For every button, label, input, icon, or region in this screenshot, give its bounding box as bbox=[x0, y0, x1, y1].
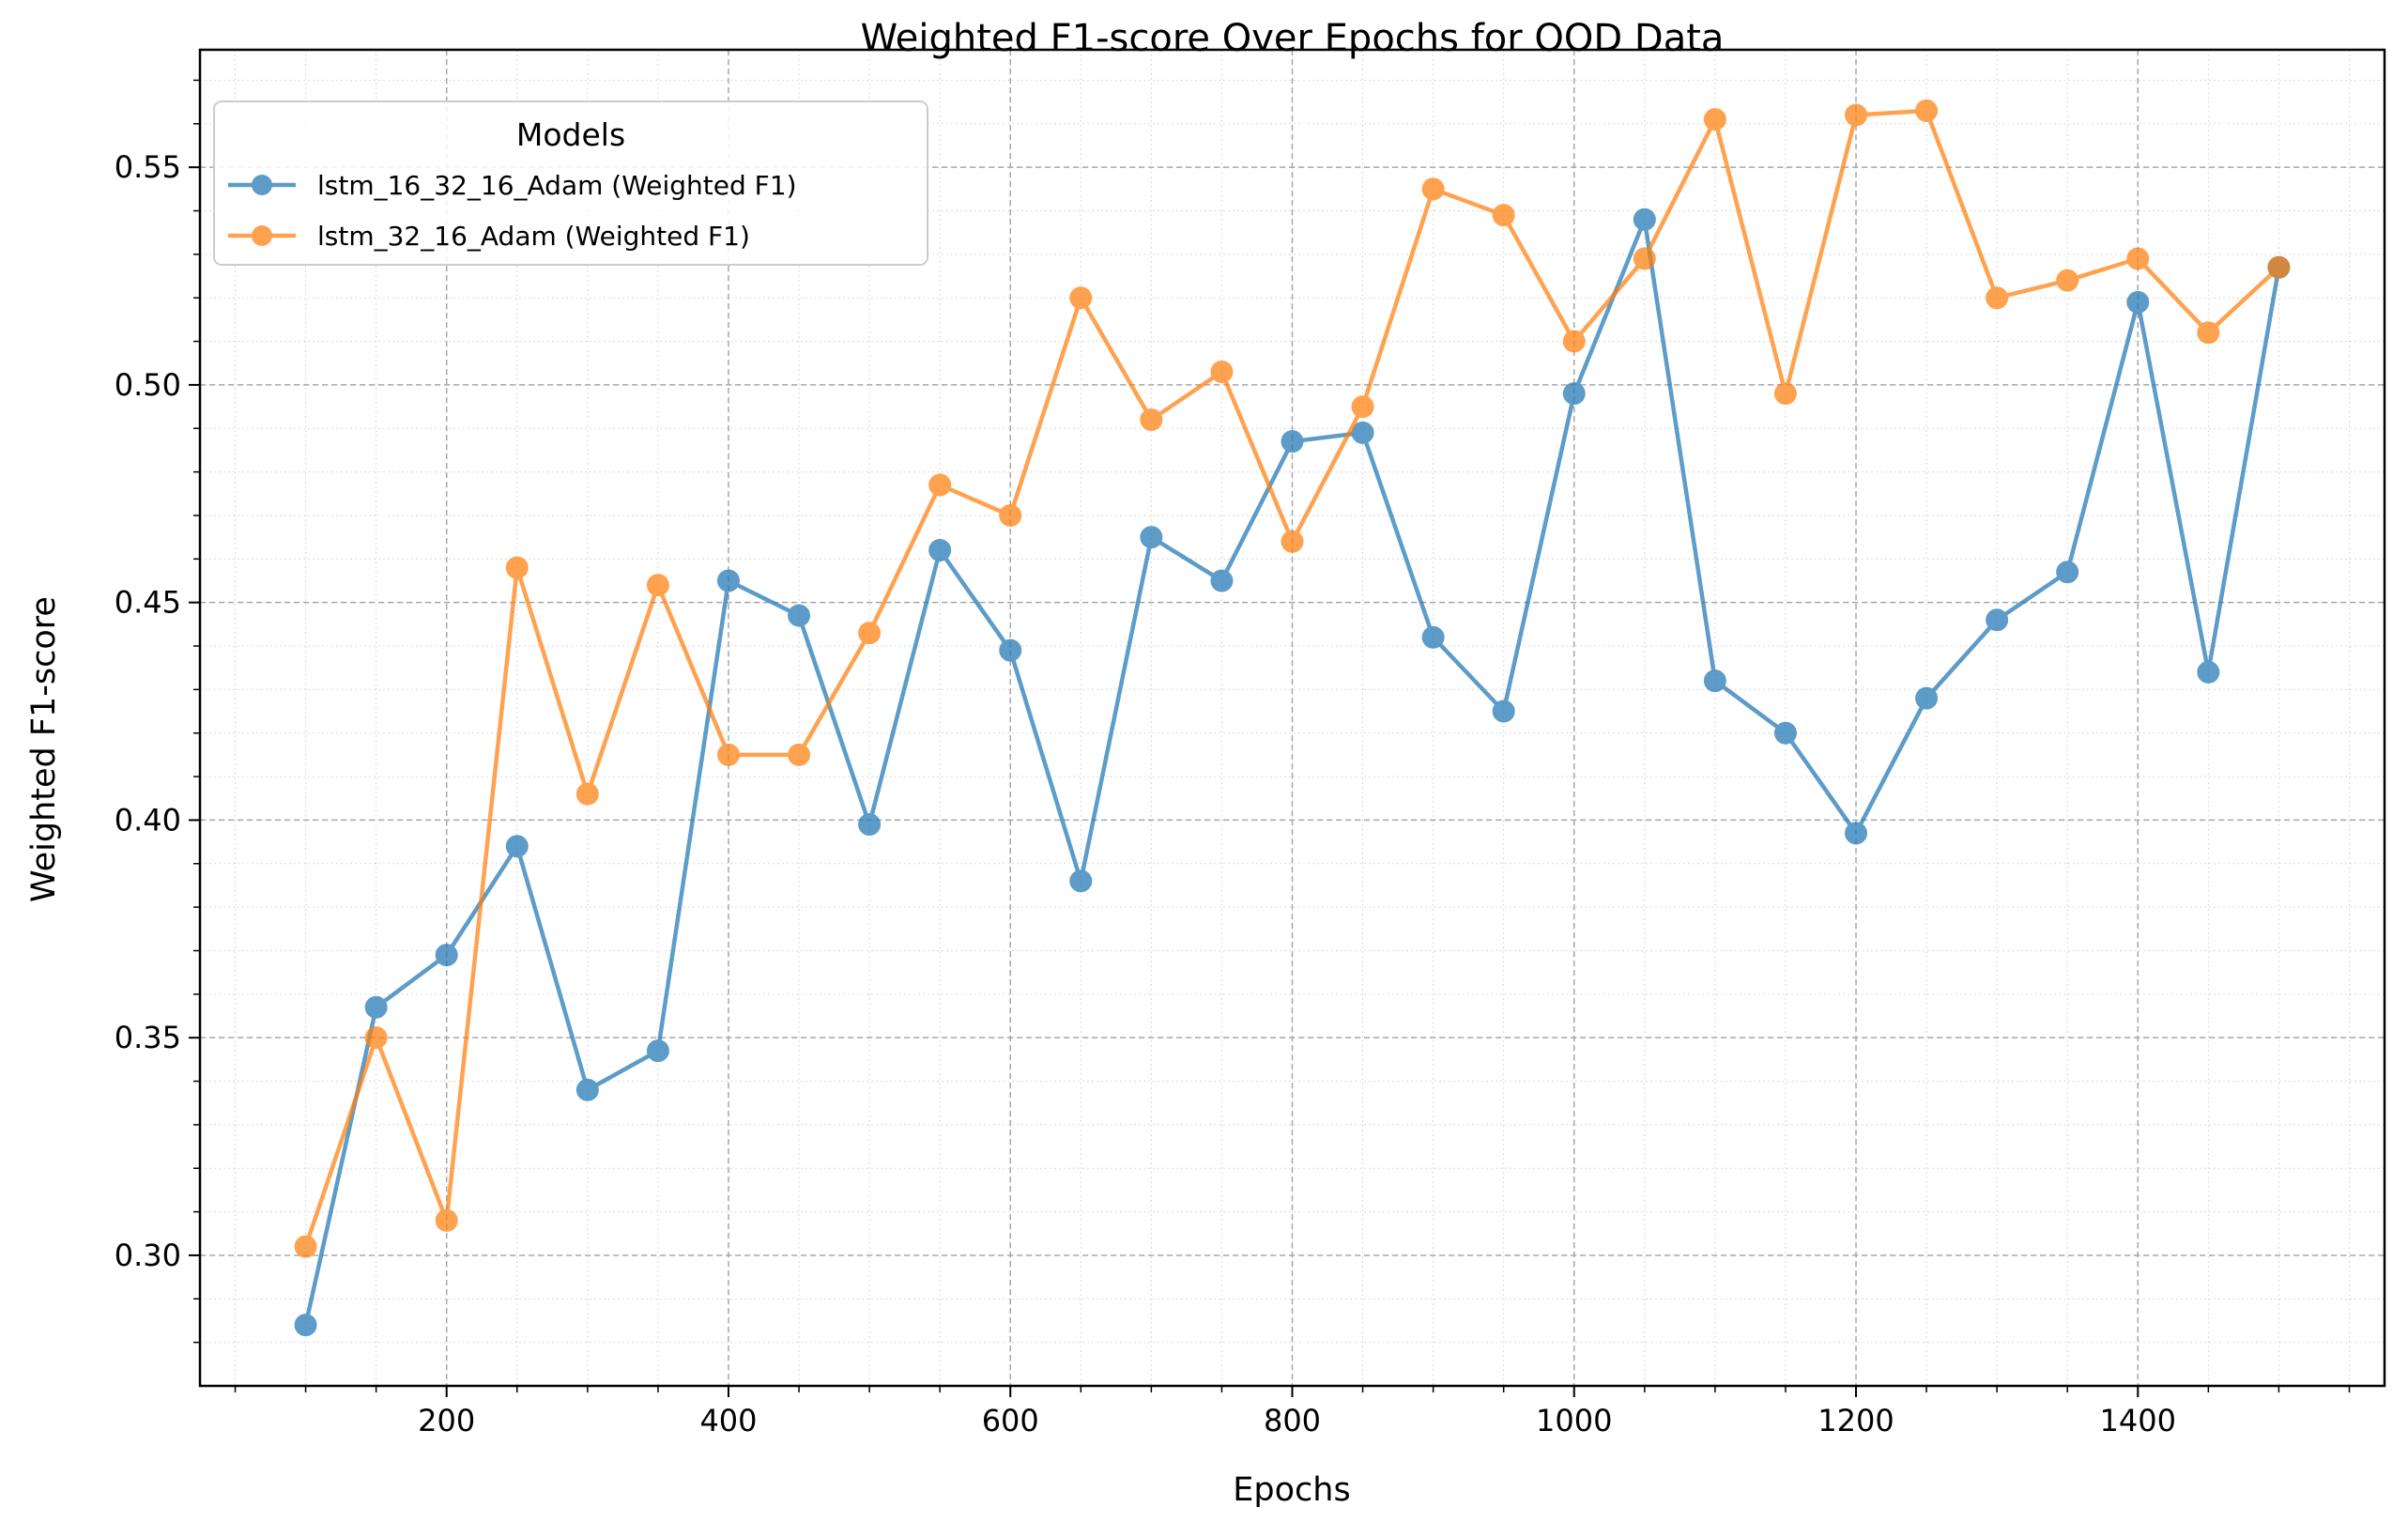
plot-frame bbox=[198, 48, 2386, 1388]
legend-title: Models bbox=[516, 116, 625, 153]
data-point bbox=[646, 574, 669, 597]
data-point bbox=[294, 1314, 317, 1337]
data-point bbox=[1421, 625, 1445, 649]
y-tick-label: 0.35 bbox=[115, 1020, 181, 1055]
data-point bbox=[1140, 526, 1163, 549]
legend-box bbox=[213, 100, 928, 266]
data-point bbox=[1069, 286, 1093, 310]
y-tick-label: 0.40 bbox=[115, 802, 181, 838]
data-point bbox=[1492, 700, 1515, 723]
data-point bbox=[1281, 530, 1304, 553]
data-point bbox=[1351, 395, 1374, 419]
x-tick-label: 1200 bbox=[1818, 1403, 1894, 1438]
data-point bbox=[716, 569, 740, 592]
data-point bbox=[1562, 382, 1586, 406]
x-tick-label: 400 bbox=[699, 1403, 757, 1438]
data-point bbox=[364, 1026, 388, 1050]
x-tick-label: 600 bbox=[982, 1403, 1039, 1438]
data-point bbox=[1140, 408, 1163, 431]
data-point bbox=[2056, 561, 2079, 584]
y-tick-label: 0.50 bbox=[115, 367, 181, 403]
data-point bbox=[1633, 247, 1656, 270]
data-point bbox=[2126, 247, 2150, 270]
legend-swatch-marker bbox=[252, 175, 272, 195]
data-point bbox=[435, 1208, 458, 1232]
data-point bbox=[2197, 321, 2220, 345]
x-axis-label: Epochs bbox=[1233, 1471, 1350, 1509]
data-point bbox=[716, 743, 740, 766]
legend: Models lstm_16_32_16_Adam (Weighted F1) l… bbox=[213, 100, 928, 266]
y-axis-label: Weighted F1-score bbox=[25, 596, 63, 902]
data-point bbox=[1633, 208, 1656, 231]
x-tick-label: 200 bbox=[418, 1403, 475, 1438]
series-1 bbox=[294, 208, 2291, 1337]
data-point bbox=[1773, 382, 1797, 406]
data-point bbox=[364, 995, 388, 1019]
legend-label: lstm_32_16_Adam (Weighted F1) bbox=[317, 221, 750, 252]
data-point bbox=[1210, 569, 1234, 592]
data-point bbox=[1281, 430, 1304, 454]
data-point bbox=[1069, 869, 1093, 893]
legend-entry: lstm_32_16_Adam (Weighted F1) bbox=[228, 221, 750, 252]
data-point bbox=[294, 1235, 317, 1258]
data-point bbox=[1351, 421, 1374, 444]
data-point bbox=[1210, 361, 1234, 384]
data-point bbox=[2267, 255, 2291, 279]
x-tick-label: 800 bbox=[1264, 1403, 1321, 1438]
legend-swatch bbox=[228, 225, 296, 246]
x-tick-label: 1400 bbox=[2100, 1403, 2176, 1438]
data-point bbox=[646, 1039, 669, 1063]
data-point bbox=[505, 835, 529, 858]
data-point bbox=[1703, 108, 1726, 131]
data-point bbox=[1562, 330, 1586, 353]
y-tick-label: 0.55 bbox=[115, 149, 181, 185]
data-point bbox=[858, 622, 882, 645]
x-tick-label: 1000 bbox=[1536, 1403, 1612, 1438]
data-point bbox=[1915, 686, 1939, 710]
data-point bbox=[1915, 99, 1939, 122]
data-point bbox=[1986, 286, 2009, 310]
data-point bbox=[999, 638, 1022, 662]
data-point bbox=[1845, 822, 1868, 845]
legend-swatch bbox=[228, 175, 296, 195]
axes: 200 400 600 800 1000 1200 1400 0.30 0.35 0.40 0.45… bbox=[115, 79, 2351, 1438]
data-point bbox=[575, 782, 599, 806]
plot-series bbox=[294, 99, 2291, 1337]
data-point bbox=[575, 1078, 599, 1101]
data-point bbox=[2197, 660, 2220, 684]
legend-label: lstm_16_32_16_Adam (Weighted F1) bbox=[317, 170, 797, 201]
data-point bbox=[788, 604, 811, 627]
data-point bbox=[2056, 269, 2079, 292]
grid bbox=[200, 50, 2385, 1386]
data-point bbox=[1492, 204, 1515, 227]
legend-entry: lstm_16_32_16_Adam (Weighted F1) bbox=[228, 170, 797, 201]
data-point bbox=[788, 743, 811, 766]
data-point bbox=[858, 813, 882, 837]
data-point bbox=[1773, 721, 1797, 745]
y-tick-label: 0.45 bbox=[115, 585, 181, 621]
legend-swatch-marker bbox=[252, 225, 272, 246]
data-point bbox=[928, 473, 952, 497]
data-point bbox=[1703, 669, 1726, 693]
series-2 bbox=[294, 99, 2291, 1258]
data-point bbox=[435, 944, 458, 967]
data-point bbox=[1845, 103, 1868, 127]
y-tick-label: 0.30 bbox=[115, 1238, 181, 1273]
data-point bbox=[1986, 608, 2009, 632]
data-point bbox=[999, 503, 1022, 527]
data-point bbox=[928, 539, 952, 562]
data-point bbox=[2126, 290, 2150, 314]
data-point bbox=[1421, 177, 1445, 201]
data-point bbox=[505, 556, 529, 579]
